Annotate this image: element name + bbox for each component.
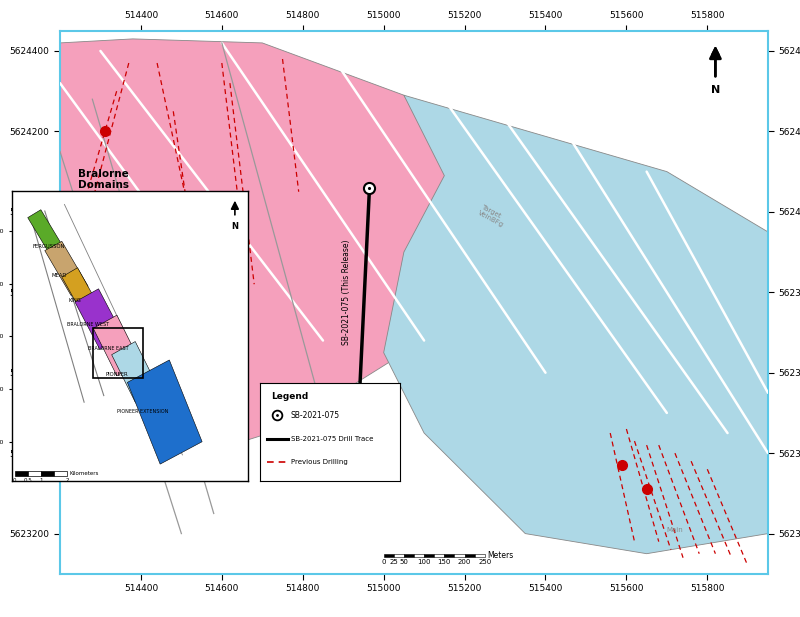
Text: N: N	[710, 85, 720, 95]
Text: Legend: Legend	[271, 392, 309, 402]
Bar	[474, 553, 485, 557]
Bar	[465, 553, 474, 557]
Polygon shape	[45, 241, 88, 296]
Text: 150: 150	[438, 558, 451, 565]
Polygon shape	[75, 289, 123, 349]
Bar	[94, 328, 143, 378]
Text: MEAD: MEAD	[51, 273, 66, 278]
Polygon shape	[127, 360, 202, 464]
Text: BRALORNE WEST: BRALORNE WEST	[67, 322, 109, 327]
Polygon shape	[60, 39, 457, 473]
Text: PIONEER: PIONEER	[105, 372, 128, 377]
Text: 50: 50	[399, 558, 408, 565]
Polygon shape	[384, 95, 768, 553]
Bar	[28, 471, 41, 476]
Text: 1: 1	[39, 478, 42, 483]
Bar	[424, 553, 434, 557]
Text: 0.5: 0.5	[23, 478, 32, 483]
Polygon shape	[112, 342, 159, 402]
Bar	[14, 471, 28, 476]
Bar	[384, 553, 394, 557]
Polygon shape	[94, 315, 141, 376]
Polygon shape	[28, 210, 71, 268]
Text: 0: 0	[13, 478, 16, 483]
Bar	[454, 553, 465, 557]
Text: 2: 2	[66, 478, 69, 483]
Text: 100: 100	[418, 558, 431, 565]
Text: PIONEER EXTENSION: PIONEER EXTENSION	[117, 409, 168, 414]
Text: KING: KING	[68, 298, 81, 303]
Polygon shape	[62, 268, 102, 321]
Text: SB-2021-075 (This Release): SB-2021-075 (This Release)	[342, 239, 351, 345]
Bar	[41, 471, 54, 476]
Text: BRALORNE EAST: BRALORNE EAST	[88, 346, 129, 350]
Text: Target
VeinBFg: Target VeinBFg	[477, 204, 508, 228]
Bar	[444, 553, 454, 557]
Text: 0: 0	[382, 558, 386, 565]
Text: 250: 250	[478, 558, 491, 565]
Text: N: N	[231, 222, 238, 231]
Bar	[414, 553, 424, 557]
Text: SB-2021-075 Drill Trace: SB-2021-075 Drill Trace	[291, 436, 373, 442]
Text: Previous Drilling: Previous Drilling	[291, 458, 347, 465]
Text: 25: 25	[390, 558, 398, 565]
Bar	[54, 471, 67, 476]
Text: Meters: Meters	[487, 551, 513, 560]
Bar	[434, 553, 444, 557]
Text: SB-2021-075: SB-2021-075	[291, 411, 340, 420]
Text: Bralorne
Domains: Bralorne Domains	[78, 169, 129, 191]
Text: Main: Main	[667, 526, 684, 532]
Text: 200: 200	[458, 558, 471, 565]
Polygon shape	[712, 43, 715, 79]
Bar	[394, 553, 404, 557]
Bar	[404, 553, 414, 557]
Text: FERGUSSON: FERGUSSON	[33, 244, 66, 249]
Text: Kilometers: Kilometers	[70, 471, 99, 476]
